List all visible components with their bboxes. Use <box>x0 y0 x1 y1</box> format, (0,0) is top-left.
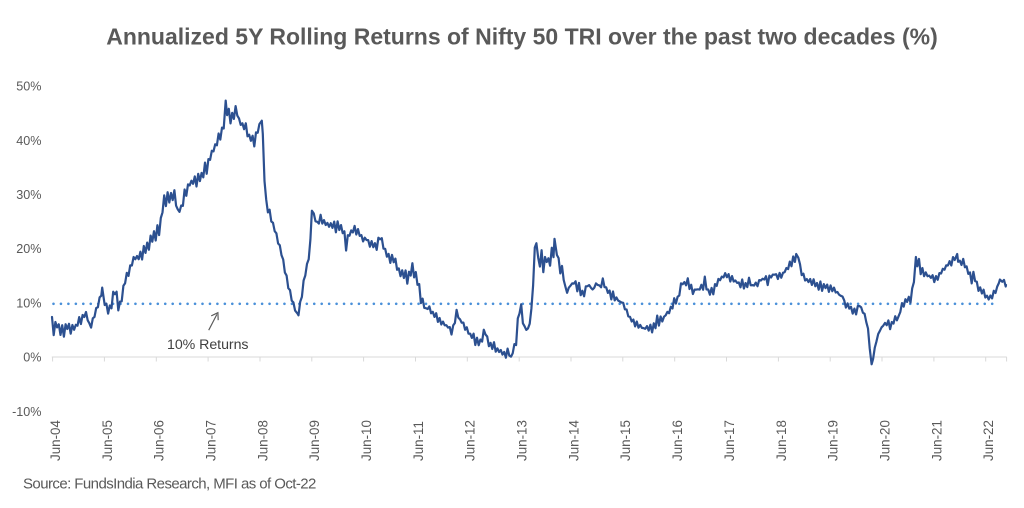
svg-text:20%: 20% <box>16 242 41 256</box>
svg-text:Jun-11: Jun-11 <box>411 421 426 461</box>
svg-text:-10%: -10% <box>12 405 41 419</box>
svg-text:Jun-20: Jun-20 <box>877 420 892 461</box>
svg-text:50%: 50% <box>16 80 41 94</box>
svg-text:0%: 0% <box>23 351 41 365</box>
svg-text:Source: FundsIndia Research, M: Source: FundsIndia Research, MFI as of O… <box>23 476 316 493</box>
svg-text:Jun-06: Jun-06 <box>152 420 167 461</box>
svg-text:Jun-09: Jun-09 <box>307 420 322 461</box>
svg-text:10% Returns: 10% Returns <box>167 337 248 353</box>
svg-text:Jun-13: Jun-13 <box>515 420 530 461</box>
svg-text:Jun-07: Jun-07 <box>204 420 219 461</box>
svg-text:10%: 10% <box>16 296 41 310</box>
svg-text:Jun-18: Jun-18 <box>774 420 789 461</box>
svg-text:40%: 40% <box>16 134 41 148</box>
svg-text:Jun-19: Jun-19 <box>826 420 841 461</box>
svg-text:Jun-22: Jun-22 <box>981 420 996 461</box>
svg-text:Annualized 5Y Rolling Returns: Annualized 5Y Rolling Returns of Nifty 5… <box>106 24 938 50</box>
svg-text:30%: 30% <box>16 188 41 202</box>
svg-text:Jun-21: Jun-21 <box>929 420 944 461</box>
svg-text:Jun-12: Jun-12 <box>463 420 478 461</box>
svg-text:Jun-10: Jun-10 <box>359 420 374 461</box>
svg-text:Jun-05: Jun-05 <box>100 420 115 461</box>
svg-text:Jun-04: Jun-04 <box>48 420 63 461</box>
svg-text:Jun-15: Jun-15 <box>618 420 633 461</box>
svg-text:Jun-08: Jun-08 <box>255 420 270 461</box>
svg-text:Jun-14: Jun-14 <box>566 420 581 461</box>
svg-text:Jun-16: Jun-16 <box>670 420 685 461</box>
svg-text:Jun-17: Jun-17 <box>722 420 737 461</box>
